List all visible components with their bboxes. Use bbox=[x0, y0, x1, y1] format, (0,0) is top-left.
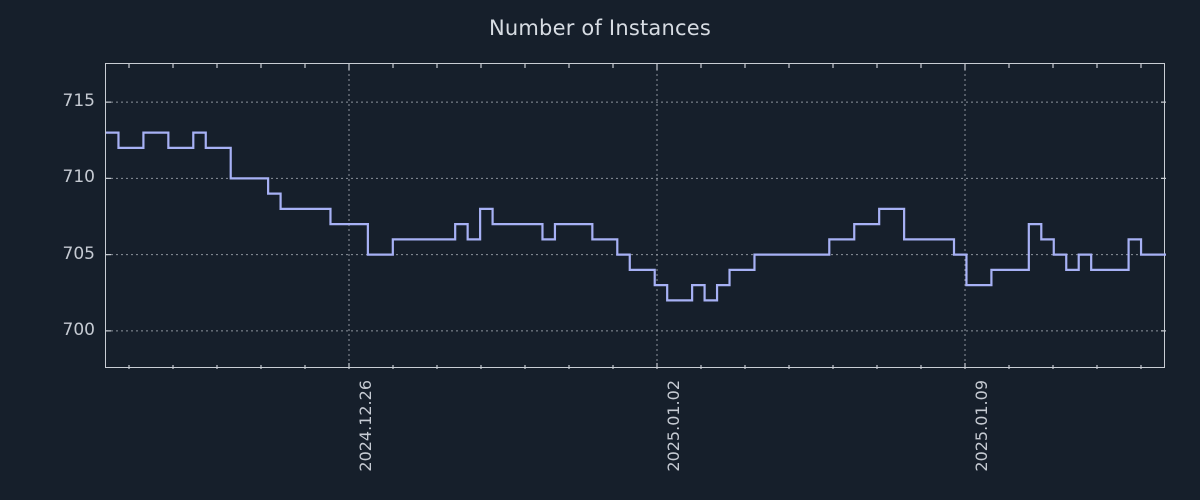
y-axis-tick-label: 710 bbox=[62, 167, 95, 188]
axis-tick-marks bbox=[106, 64, 1166, 369]
plot-area bbox=[105, 63, 1166, 369]
x-axis-tick-label: 2025.01.02 bbox=[664, 380, 683, 472]
chart-svg bbox=[106, 64, 1166, 369]
data-series-line bbox=[106, 131, 1166, 302]
x-axis-tick-label: 2024.12.26 bbox=[356, 380, 375, 472]
chart-title: Number of Instances bbox=[488, 16, 711, 40]
y-axis-tick-label: 715 bbox=[62, 91, 95, 112]
y-axis-tick-labels: 700 705 710 715 bbox=[0, 0, 95, 500]
y-axis-tick-label: 705 bbox=[62, 243, 95, 264]
grid-lines bbox=[106, 64, 1166, 369]
x-axis-tick-label: 2025.01.09 bbox=[972, 380, 991, 472]
y-axis-tick-label: 700 bbox=[62, 319, 95, 340]
